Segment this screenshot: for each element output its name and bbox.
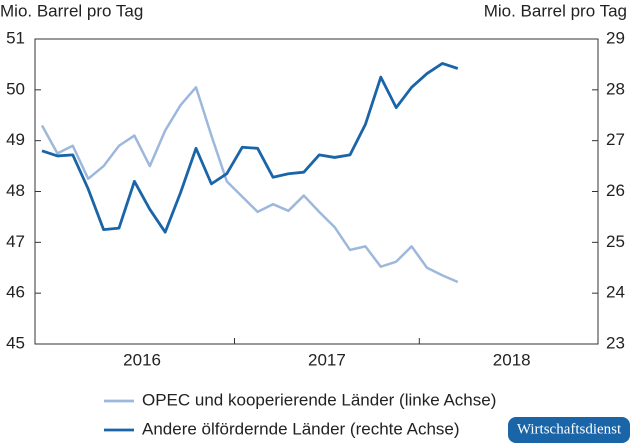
y2-tick-label: 26	[606, 181, 625, 200]
plot-frame	[34, 38, 599, 345]
y2-tick-label: 27	[606, 130, 625, 149]
x-tick-label: 2018	[493, 350, 531, 369]
y2-tick-label: 25	[606, 232, 625, 251]
y2-axis-title: Mio. Barrel pro Tag	[484, 1, 627, 20]
y-tick-label: 46	[6, 283, 25, 302]
y-axis-title: Mio. Barrel pro Tag	[0, 1, 143, 20]
legend-label: Andere ölfördernde Länder (rechte Achse)	[142, 419, 460, 438]
y2-tick-label: 24	[606, 283, 625, 302]
x-tick-label: 2017	[308, 350, 346, 369]
series-line	[41, 62, 459, 234]
legend-label: OPEC und kooperierende Länder (linke Ach…	[142, 390, 496, 409]
watermark-badge	[508, 417, 630, 443]
watermark: Wirtschaftsdienst	[517, 421, 622, 437]
y2-tick-label: 23	[606, 333, 625, 352]
y-tick-label: 48	[6, 181, 25, 200]
y2-tick-label: 29	[606, 28, 625, 47]
series-line	[40, 86, 459, 284]
y-tick-label: 50	[6, 79, 25, 98]
x-tick-label: 2016	[123, 350, 161, 369]
y-tick-label: 51	[6, 28, 25, 47]
y-tick-label: 47	[6, 232, 25, 251]
y-tick-label: 49	[6, 130, 25, 149]
y2-tick-label: 28	[606, 79, 625, 98]
y-tick-label: 45	[6, 333, 25, 352]
